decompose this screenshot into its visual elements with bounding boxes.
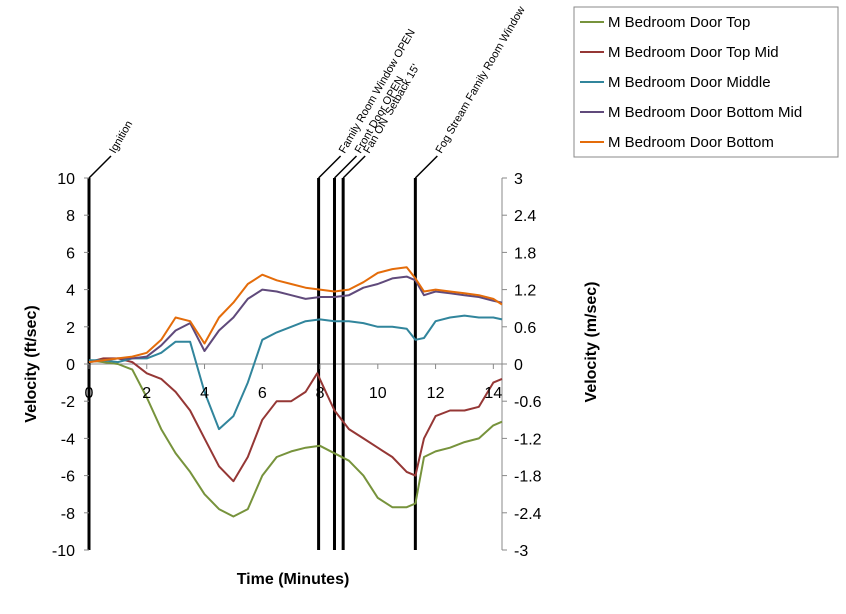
y-tick-label: 8 — [66, 208, 75, 225]
x-tick-label: 14 — [484, 385, 502, 402]
y2-tick-label: 0.6 — [514, 320, 536, 337]
y2-tick-label: -2.4 — [514, 506, 542, 523]
y2-tick-label: -3 — [514, 543, 528, 560]
y2-tick-label: -1.8 — [514, 469, 542, 486]
legend-entry: M Bedroom Door Top — [608, 14, 750, 31]
y-tick-label: 4 — [66, 283, 75, 300]
y-tick-label: -10 — [52, 543, 75, 560]
x-tick-label: 12 — [427, 385, 445, 402]
y-tick-label: 10 — [57, 171, 75, 188]
event-leader — [88, 155, 112, 179]
plot-area — [88, 178, 503, 550]
y-tick-label: -4 — [61, 431, 75, 448]
x-axis-title: Time (Minutes) — [237, 571, 350, 588]
x-tick-label: 2 — [142, 385, 151, 402]
y2-tick-label: -0.6 — [514, 394, 542, 411]
x-tick-label: 0 — [85, 385, 94, 402]
y2-axis-ticks: 3 2.4 1.8 1.2 0.6 0 -0.6 -1.2 -1.8 -2.4 -3 — [502, 171, 542, 560]
x-tick-label: 6 — [258, 385, 267, 402]
event-leader — [318, 155, 342, 179]
legend-entry: M Bedroom Door Middle — [608, 74, 771, 91]
series-lines — [88, 266, 503, 518]
y2-axis-title: Velocity (m/sec) — [583, 282, 600, 403]
event-leader — [333, 155, 358, 179]
y-tick-label: -2 — [61, 394, 75, 411]
legend-box — [573, 6, 839, 158]
x-axis-ticks: 0 2 4 6 8 10 12 14 — [85, 364, 502, 402]
x-tick-label: 10 — [369, 385, 387, 402]
series-line — [89, 314, 503, 431]
event-label: Fog Stream Family Room Window — [434, 4, 528, 155]
y-tick-label: 0 — [66, 357, 75, 374]
x-tick-label: 4 — [200, 385, 209, 402]
legend: M Bedroom Door Top M Bedroom Door Top Mid… — [573, 6, 839, 158]
y2-tick-label: -1.2 — [514, 431, 542, 448]
event-leader — [342, 155, 366, 179]
y-axis-title: Velocity (ft/sec) — [23, 305, 40, 422]
event-leader — [414, 155, 438, 179]
y2-tick-label: 2.4 — [514, 208, 536, 225]
y-tick-label: -6 — [61, 469, 75, 486]
y2-tick-label: 1.2 — [514, 283, 536, 300]
event-label: Ignition — [107, 119, 135, 156]
y2-tick-label: 3 — [514, 171, 523, 188]
legend-entry: M Bedroom Door Bottom Mid — [608, 104, 802, 121]
series-line — [88, 357, 503, 483]
y2-tick-label: 0 — [514, 357, 523, 374]
x-tick-label: 8 — [316, 385, 325, 402]
series-line — [88, 266, 503, 364]
legend-entry: M Bedroom Door Bottom — [608, 134, 774, 151]
y-tick-label: -8 — [61, 506, 75, 523]
y-tick-label: 2 — [66, 320, 75, 337]
series-line — [88, 359, 503, 518]
y2-tick-label: 1.8 — [514, 245, 536, 262]
y-tick-label: 6 — [66, 245, 75, 262]
legend-entry: M Bedroom Door Top Mid — [608, 44, 779, 61]
y-axis-ticks: 10 8 6 4 2 0 -2 -4 -6 -8 -10 — [52, 171, 89, 560]
series-line — [88, 275, 503, 364]
